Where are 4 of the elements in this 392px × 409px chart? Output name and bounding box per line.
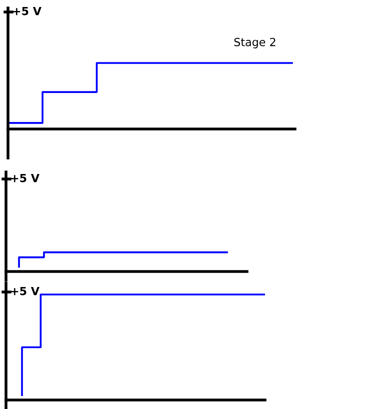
text: +5 V <box>13 6 42 16</box>
text: +5 V <box>11 174 40 182</box>
text: Stage 2 <box>234 38 276 48</box>
annotation: +5 V <box>11 286 40 296</box>
